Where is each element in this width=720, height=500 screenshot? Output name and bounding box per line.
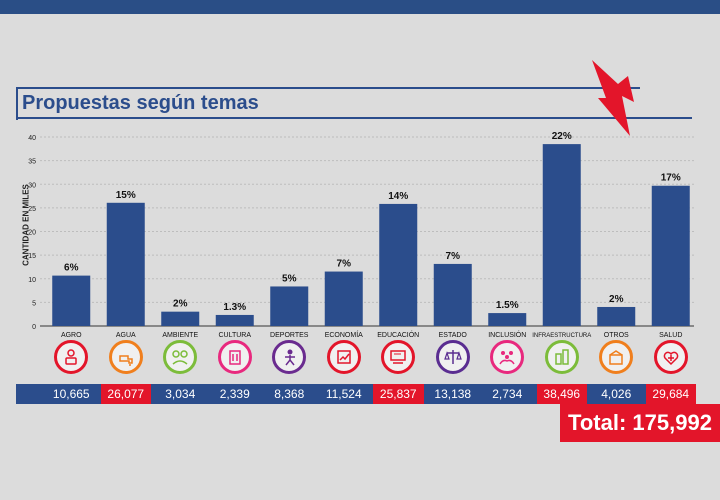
value-cell: 13,138 — [434, 387, 472, 401]
percent-label: 17% — [661, 173, 681, 184]
percent-label: 15% — [116, 190, 136, 201]
category-label: ESTADO — [439, 332, 468, 339]
bar — [542, 144, 581, 326]
category-label: AMBIENTE — [162, 332, 198, 339]
y-tick-label: 20 — [28, 230, 36, 237]
value-cell: 8,368 — [274, 387, 305, 401]
bar — [161, 311, 200, 326]
environment-icon — [163, 340, 198, 374]
value-cell: 29,684 — [645, 384, 696, 404]
y-tick-label: 5 — [32, 300, 36, 307]
y-axis-label-wrap: CANTIDAD EN MILES — [14, 130, 38, 320]
bar — [651, 185, 690, 326]
bar-chart: 0 5 10 15 20 25 30 35 40 6% AGRO 15% AGUA 2% AMBIENTE 1… — [28, 131, 694, 339]
percent-label: 1.5% — [496, 300, 519, 311]
category-label: INFRAESTRUCTURA — [532, 333, 591, 339]
percent-label: 5% — [282, 273, 297, 284]
bar — [52, 275, 91, 326]
agro-icon — [54, 340, 89, 374]
category-label: ECONOMÍA — [325, 330, 363, 339]
others-icon — [599, 340, 634, 374]
percent-label: 1.3% — [223, 302, 246, 313]
values-strip: 10,665 26,077 3,034 2,339 8,368 11,524 25,837 1… — [16, 384, 696, 404]
y-axis-label: CANTIDAD EN MILES — [21, 184, 31, 266]
percent-label: 7% — [446, 251, 461, 262]
bar — [324, 271, 363, 326]
page-title: Propuestas según temas — [22, 92, 259, 114]
education-icon — [381, 340, 416, 374]
category-icons — [0, 340, 720, 380]
bar — [379, 203, 418, 326]
y-tick-label: 10 — [28, 277, 36, 284]
category-label: CULTURA — [218, 332, 251, 339]
value-cell: 3,034 — [165, 387, 196, 401]
bar — [270, 286, 309, 326]
economy-icon — [326, 340, 361, 374]
title-frame-top — [16, 87, 640, 89]
y-tick-label: 25 — [28, 206, 36, 213]
state-icon — [435, 340, 470, 374]
culture-icon — [217, 340, 252, 374]
percent-label: 6% — [64, 263, 79, 274]
percent-label: 14% — [388, 191, 408, 202]
health-icon — [653, 340, 688, 374]
category-label: INCLUSIÓN — [488, 330, 526, 339]
water-icon — [108, 340, 143, 374]
value-cell: 10,665 — [52, 387, 90, 401]
bar — [106, 202, 145, 326]
percent-label: 2% — [173, 299, 188, 310]
value-cell: 4,026 — [601, 387, 632, 401]
value-cell: 26,077 — [100, 384, 151, 404]
category-label: AGRO — [61, 332, 82, 339]
category-label: EDUCACIÓN — [377, 330, 419, 339]
percent-label: 2% — [609, 294, 624, 305]
header-bar — [0, 0, 720, 14]
value-cell: 11,524 — [325, 387, 362, 401]
bar — [597, 306, 636, 326]
y-tick-label: 30 — [28, 182, 36, 189]
category-label: SALUD — [659, 332, 682, 339]
pointer-arrow-icon — [592, 60, 634, 136]
inclusion-icon — [490, 340, 525, 374]
bar — [488, 313, 527, 326]
y-tick-label: 15 — [28, 253, 36, 260]
value-cell: 2,339 — [219, 387, 250, 401]
category-label: OTROS — [604, 332, 629, 339]
y-tick-label: 35 — [28, 159, 36, 166]
sports-icon — [272, 340, 307, 374]
value-cell: 2,734 — [492, 387, 523, 401]
total-badge: Total: 175,992 — [560, 404, 720, 442]
value-cell: 25,837 — [373, 384, 424, 404]
infrastructure-icon — [544, 340, 579, 374]
y-tick-label: 0 — [32, 324, 36, 331]
title-underline — [16, 117, 692, 119]
bar — [433, 263, 472, 326]
title-frame-left — [16, 87, 18, 120]
category-label: DEPORTES — [270, 332, 309, 339]
y-tick-label: 40 — [28, 135, 36, 142]
percent-label: 22% — [552, 131, 572, 142]
category-label: AGUA — [116, 332, 136, 339]
percent-label: 7% — [337, 259, 352, 270]
bar — [215, 314, 254, 326]
value-cell: 38,496 — [536, 384, 587, 404]
